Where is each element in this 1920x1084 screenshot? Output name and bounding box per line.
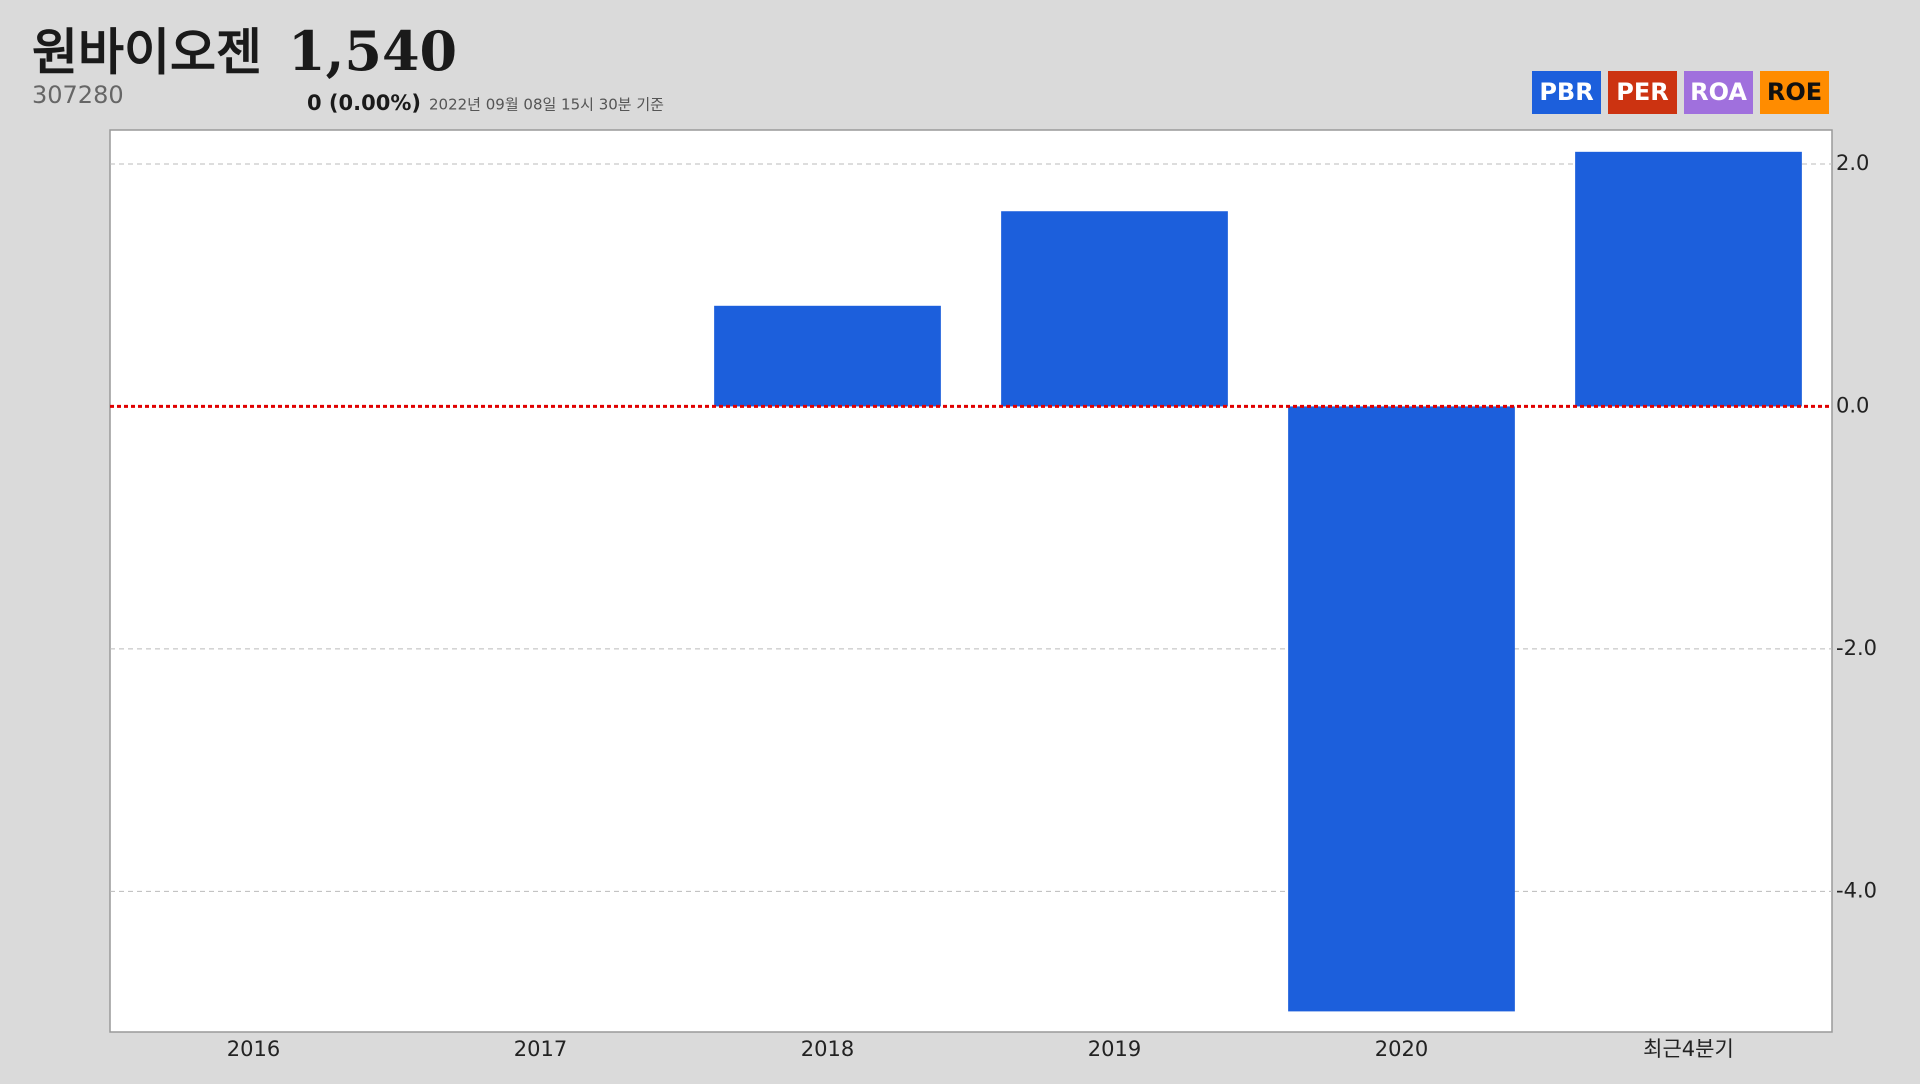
metric-tab[interactable] <box>1608 71 1677 114</box>
stock-name: 원바이오젠 <box>32 24 262 82</box>
stock-code: 307280 <box>32 81 124 109</box>
y-tick-label: -2.0 <box>1836 636 1877 660</box>
metric-tab-label[interactable]: PBR <box>1539 78 1593 106</box>
price-change: 0 (0.00%) <box>307 91 421 115</box>
x-tick-label: 2017 <box>514 1037 567 1061</box>
metric-tab[interactable] <box>1532 71 1601 114</box>
plot-area <box>109 129 1833 1033</box>
stock-price: 1,540 <box>288 19 457 83</box>
y-tick-label: -4.0 <box>1836 878 1877 902</box>
metric-tab[interactable] <box>1684 71 1753 114</box>
metric-tab[interactable] <box>1760 71 1829 114</box>
bar <box>1575 151 1802 407</box>
metric-tab-label[interactable]: ROE <box>1767 78 1822 106</box>
y-tick-label: 2.0 <box>1836 151 1869 175</box>
x-tick-label: 2018 <box>801 1037 854 1061</box>
metric-tab-label[interactable]: PER <box>1616 78 1668 106</box>
metric-tab-label[interactable]: ROA <box>1690 78 1747 106</box>
x-tick-label: 최근4분기 <box>1643 1037 1734 1061</box>
timestamp: 2022년 09월 08일 15시 30분 기준 <box>429 96 664 114</box>
bar <box>1288 406 1515 1012</box>
bar <box>1001 211 1228 407</box>
x-tick-label: 2020 <box>1375 1037 1428 1061</box>
y-tick-label: 0.0 <box>1836 393 1869 417</box>
bar <box>714 305 941 407</box>
x-tick-label: 2019 <box>1088 1037 1141 1061</box>
x-tick-label: 2016 <box>227 1037 280 1061</box>
